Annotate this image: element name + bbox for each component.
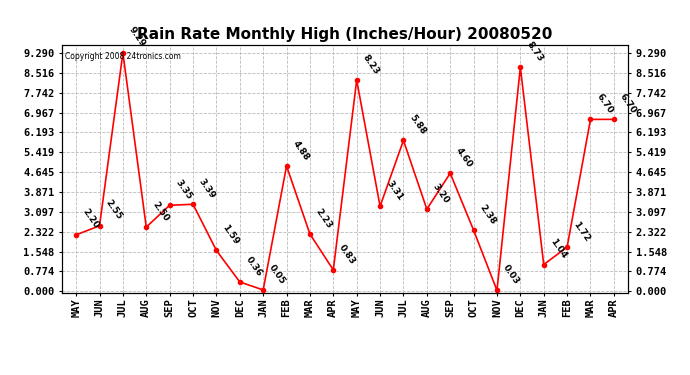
Text: 0.05: 0.05 (267, 262, 287, 286)
Text: 4.60: 4.60 (455, 146, 475, 169)
Text: 2.50: 2.50 (150, 200, 170, 223)
Text: 1.72: 1.72 (571, 219, 591, 243)
Text: 3.20: 3.20 (431, 182, 451, 205)
Text: 9.29: 9.29 (127, 25, 147, 49)
Text: 3.35: 3.35 (174, 178, 194, 201)
Text: 3.31: 3.31 (384, 179, 404, 202)
Text: Copyright 2008 24tronics.com: Copyright 2008 24tronics.com (65, 53, 181, 62)
Text: 1.04: 1.04 (548, 237, 568, 260)
Text: 5.88: 5.88 (408, 113, 428, 136)
Title: Rain Rate Monthly High (Inches/Hour) 20080520: Rain Rate Monthly High (Inches/Hour) 200… (137, 27, 553, 42)
Text: 6.70: 6.70 (618, 92, 638, 115)
Text: 6.70: 6.70 (595, 92, 615, 115)
Text: 8.73: 8.73 (524, 40, 544, 63)
Text: 8.23: 8.23 (361, 53, 381, 76)
Text: 4.88: 4.88 (290, 138, 311, 162)
Text: 2.23: 2.23 (314, 207, 334, 230)
Text: 2.20: 2.20 (80, 207, 100, 231)
Text: 2.55: 2.55 (104, 198, 124, 222)
Text: 1.59: 1.59 (221, 223, 241, 246)
Text: 0.03: 0.03 (501, 263, 521, 286)
Text: 0.36: 0.36 (244, 255, 264, 278)
Text: 0.83: 0.83 (337, 243, 357, 266)
Text: 3.39: 3.39 (197, 177, 217, 200)
Text: 2.38: 2.38 (477, 203, 497, 226)
